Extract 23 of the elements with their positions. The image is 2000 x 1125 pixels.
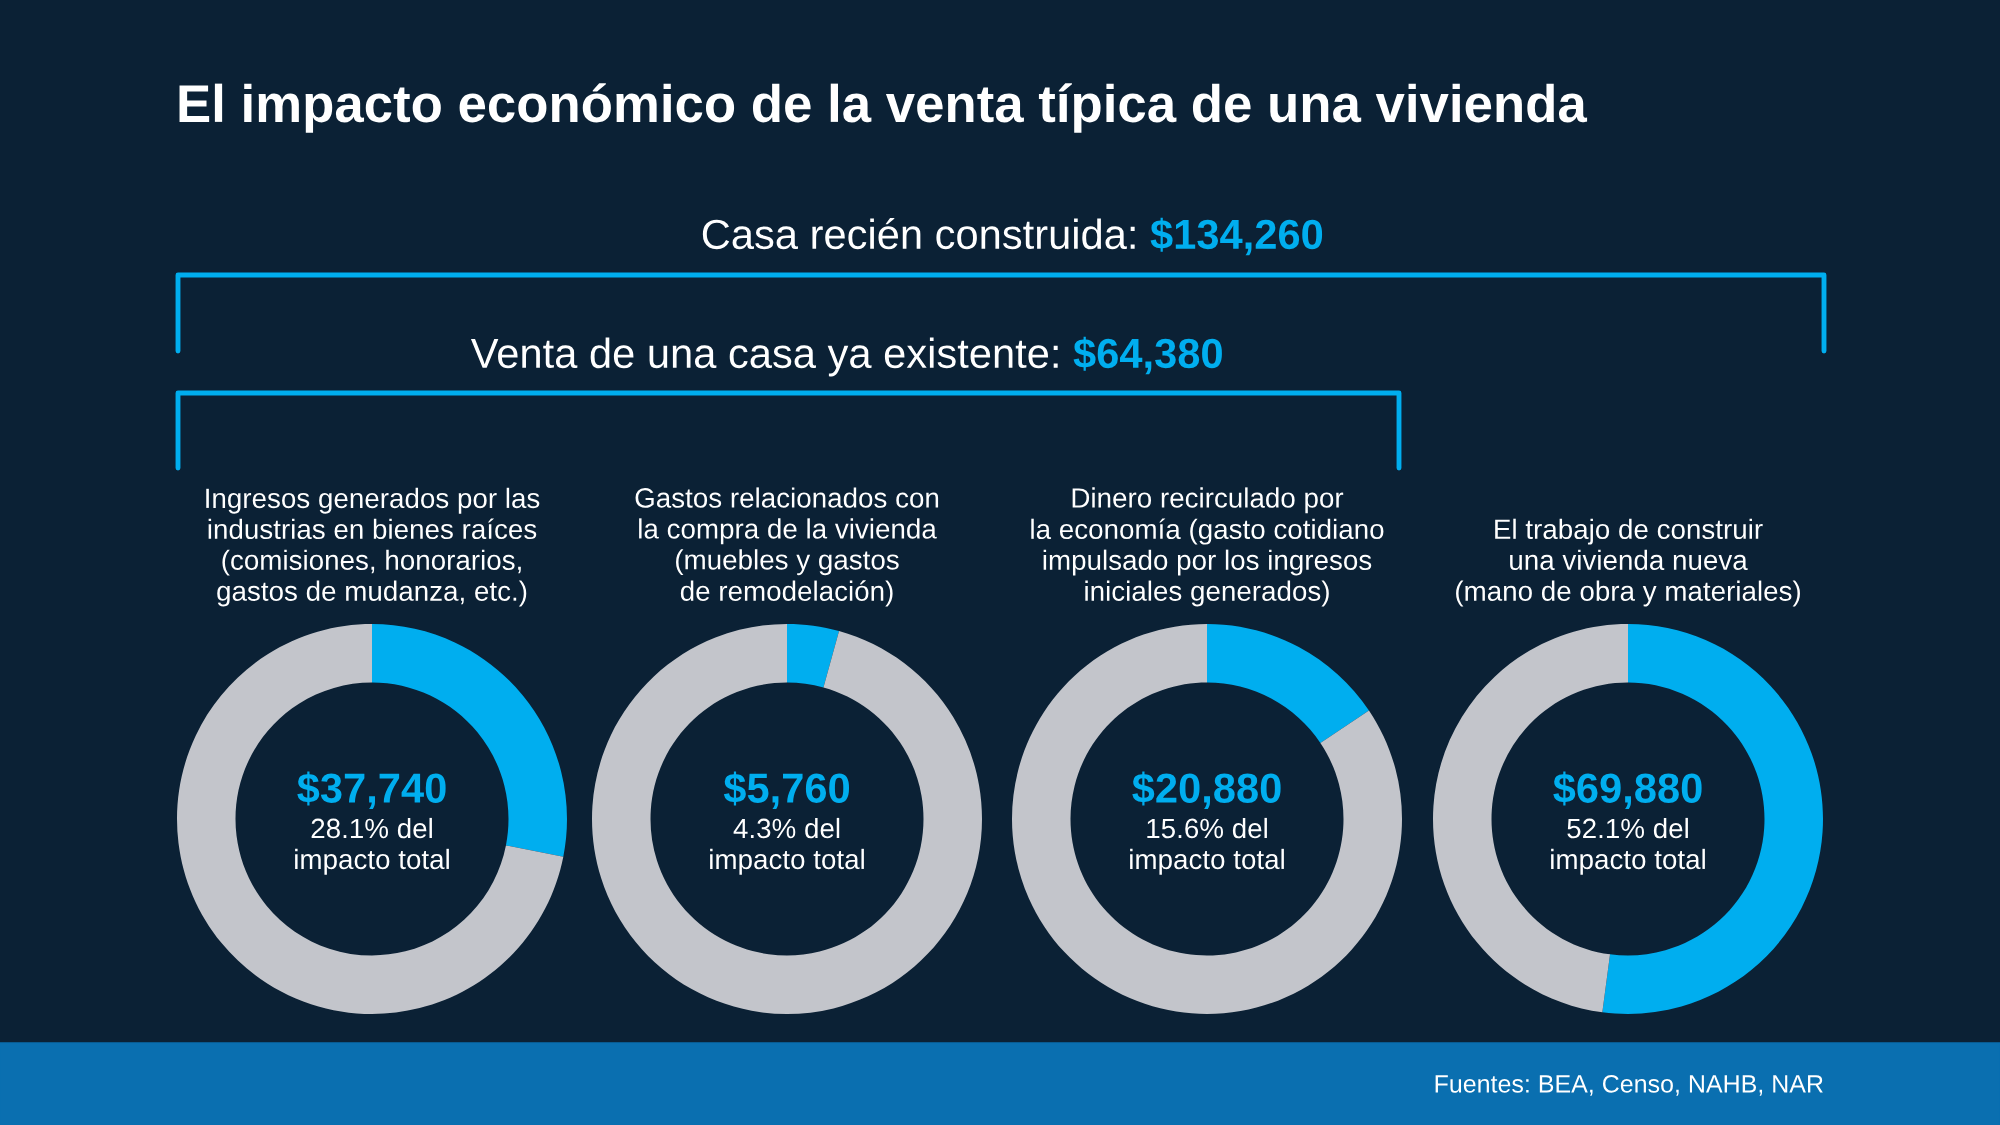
donut-slice	[177, 624, 564, 1014]
source-note: Fuentes: BEA, Censo, NAHB, NAR	[1435, 1075, 1823, 1096]
text: Casa recién construida:	[702, 218, 1135, 250]
chart-title: Gastos relacionados con la compra de la vivienda (muebles y gastos de remodelación)	[635, 487, 939, 607]
text: El impacto económico de la venta típica de una vivienda	[179, 83, 1588, 133]
donut-slice	[1207, 624, 1369, 743]
chart-title: El trabajo de construir una vivienda nueva (mano de obra y materiales)	[1456, 518, 1800, 607]
text: 15.6% del impacto total	[1130, 817, 1284, 875]
donut-slice	[787, 624, 840, 688]
text: $5,760	[723, 771, 850, 809]
text: $20,880	[1132, 771, 1281, 809]
text: 52.1% del impacto total	[1551, 817, 1705, 875]
text: $69,880	[1553, 771, 1702, 809]
text: Venta de una casa ya existente:	[470, 337, 1058, 377]
text: 28.1% del impacto total	[295, 817, 449, 875]
donut-slice	[1012, 624, 1402, 1014]
text: 4.3% del impacto total	[710, 817, 864, 875]
chart-title: Ingresos generados por las industrias en bienes raíces (comisiones, honorarios, gastos de mudanza, etc.)	[206, 487, 540, 607]
text: $134,260	[1150, 217, 1323, 256]
donut-slice	[592, 624, 982, 1014]
text: $64,380	[1073, 336, 1222, 375]
chart-title: Dinero recirculado por la economía (gasto cotidiano impulsado por los ingresos iniciales generados)	[1031, 487, 1384, 607]
text: $37,740	[297, 771, 446, 809]
